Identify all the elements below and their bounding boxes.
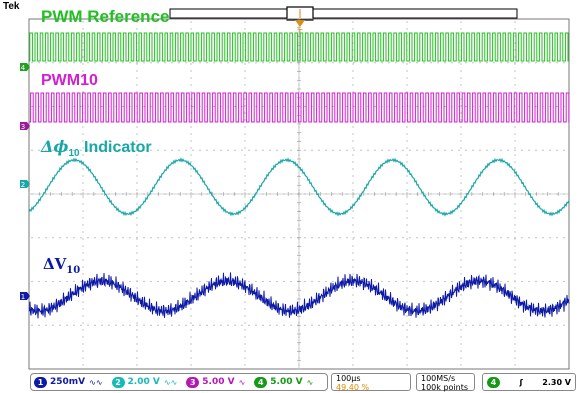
- label-phi-indicator: Δϕ10 Indicator: [41, 137, 152, 159]
- sample-rate: 100MS/s: [421, 375, 474, 383]
- svg-text:2: 2: [21, 181, 25, 189]
- ch3-badge[interactable]: 3: [186, 377, 199, 388]
- ch2-bandwidth-icon: ∿∿: [164, 378, 177, 387]
- record-view-bar[interactable]: [170, 9, 517, 18]
- trigger-level: 2.30 V: [542, 378, 571, 387]
- label-phi-text: Indicator: [80, 139, 152, 156]
- ch1-scale[interactable]: 250mV: [50, 377, 85, 387]
- ch1-bandwidth-icon: ∿∿: [89, 378, 102, 387]
- timebase-readout[interactable]: 100µs 49.40 %: [331, 373, 411, 391]
- timebase-scale[interactable]: 100µs: [336, 375, 410, 383]
- ch4-badge[interactable]: 4: [254, 377, 267, 388]
- label-phi-subscript: 10: [68, 148, 79, 159]
- ch2-badge[interactable]: 2: [112, 377, 125, 388]
- label-dv-subscript: 10: [66, 265, 80, 276]
- acquisition-readout[interactable]: 100MS/s 100k points: [416, 373, 475, 391]
- ch2-scale[interactable]: 2.00 V: [128, 377, 160, 387]
- channel-scale-readouts[interactable]: 1 250mV ∿∿ 2 2.00 V ∿∿ 3 5.00 V ∿ 4 5.00…: [30, 373, 328, 391]
- ch4-scale[interactable]: 5.00 V: [270, 377, 302, 387]
- trigger-source-badge: 4: [487, 377, 500, 388]
- svg-text:3: 3: [21, 123, 25, 131]
- graticule-grid: [29, 19, 569, 369]
- label-dv-symbol: ΔV: [43, 255, 66, 273]
- label-delta-v: ΔV10: [43, 255, 80, 276]
- ch3-scale[interactable]: 5.00 V: [202, 377, 234, 387]
- ch1-badge[interactable]: 1: [34, 377, 47, 388]
- label-phi-symbol: Δϕ: [41, 137, 68, 156]
- trigger-readout[interactable]: 4 ʃ 2.30 V: [482, 373, 576, 391]
- ch3-bandwidth-icon: ∿: [239, 378, 246, 387]
- brand-logo: Tek: [3, 1, 20, 12]
- svg-text:4: 4: [21, 64, 26, 72]
- trigger-position-readout: 49.40 %: [336, 384, 410, 392]
- trigger-slope-icon: ʃ: [519, 378, 522, 387]
- label-pwm10: PWM10: [41, 72, 98, 90]
- ch4-bandwidth-icon: ∿: [307, 378, 314, 387]
- record-length: 100k points: [421, 384, 474, 392]
- label-pwm-reference: PWM Reference: [41, 7, 169, 27]
- svg-text:1: 1: [21, 293, 25, 301]
